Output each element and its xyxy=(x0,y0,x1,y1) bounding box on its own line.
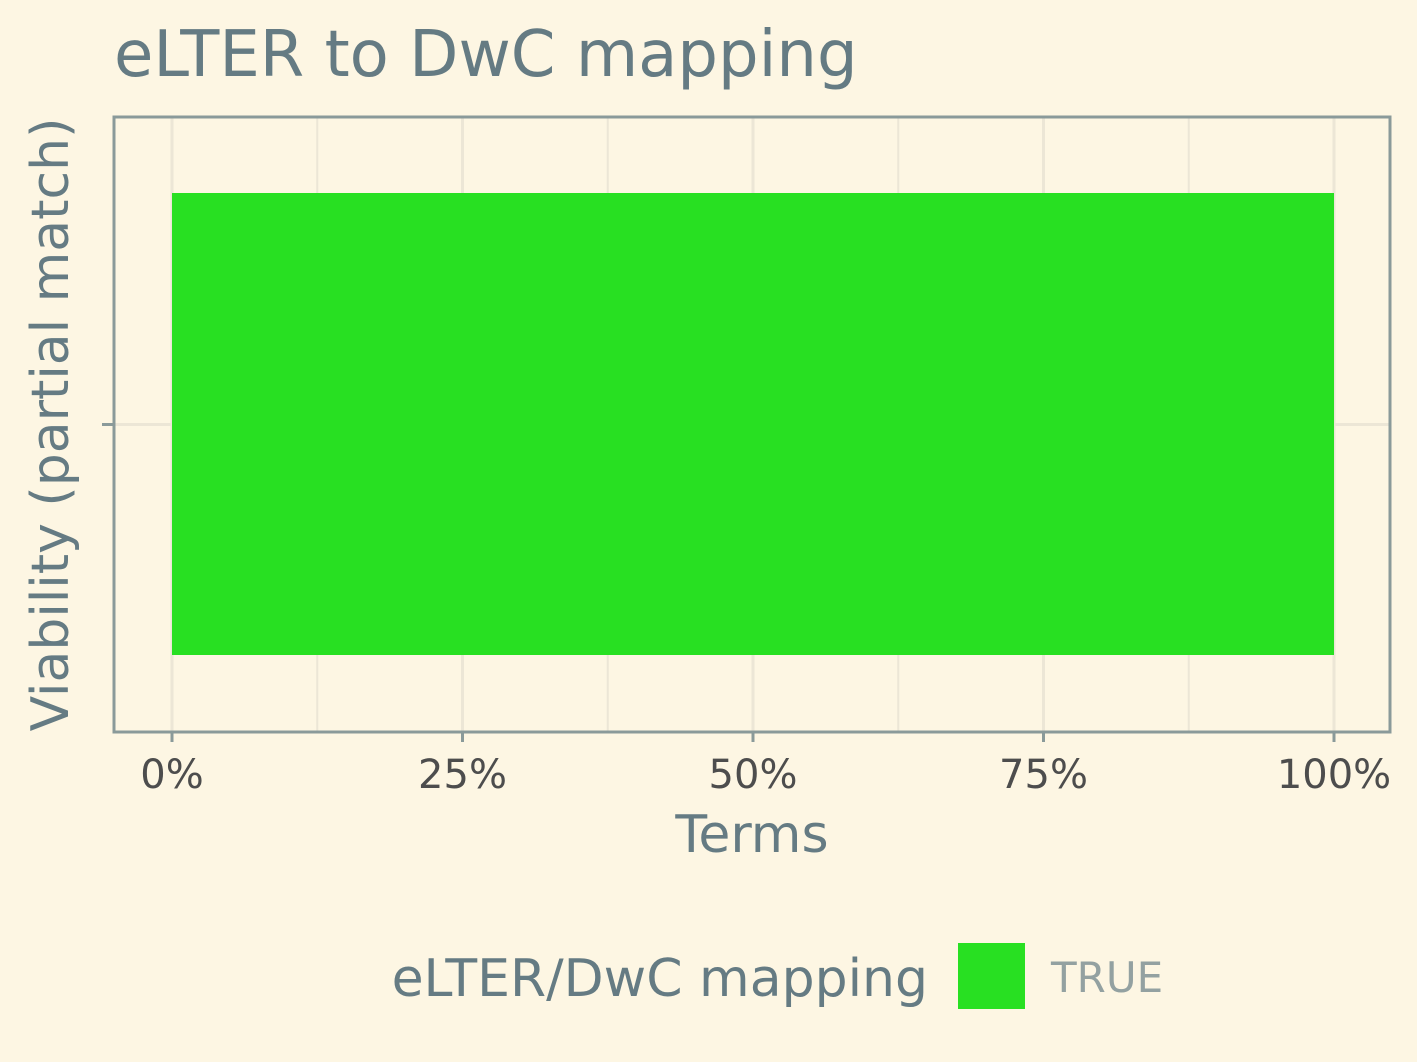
y-axis-title: Viability (partial match) xyxy=(21,118,81,732)
legend-label: TRUE xyxy=(1050,953,1163,1002)
legend-swatch xyxy=(958,943,1025,1009)
legend: eLTER/DwC mapping TRUE xyxy=(392,943,1163,1009)
bar-true xyxy=(172,193,1334,655)
x-axis-ticks: 0% 25% 50% 75% 100% xyxy=(140,732,1391,798)
x-tick-label: 0% xyxy=(140,752,203,798)
x-tick-label: 25% xyxy=(418,752,507,798)
legend-entries: TRUE xyxy=(958,943,1163,1009)
x-tick-label: 50% xyxy=(709,752,798,798)
x-tick-label: 100% xyxy=(1277,752,1391,798)
x-axis-title: Terms xyxy=(674,805,828,865)
legend-title: eLTER/DwC mapping xyxy=(392,949,928,1009)
chart-title: eLTER to DwC mapping xyxy=(114,18,858,92)
x-tick-label: 75% xyxy=(999,752,1088,798)
bars xyxy=(172,193,1334,655)
